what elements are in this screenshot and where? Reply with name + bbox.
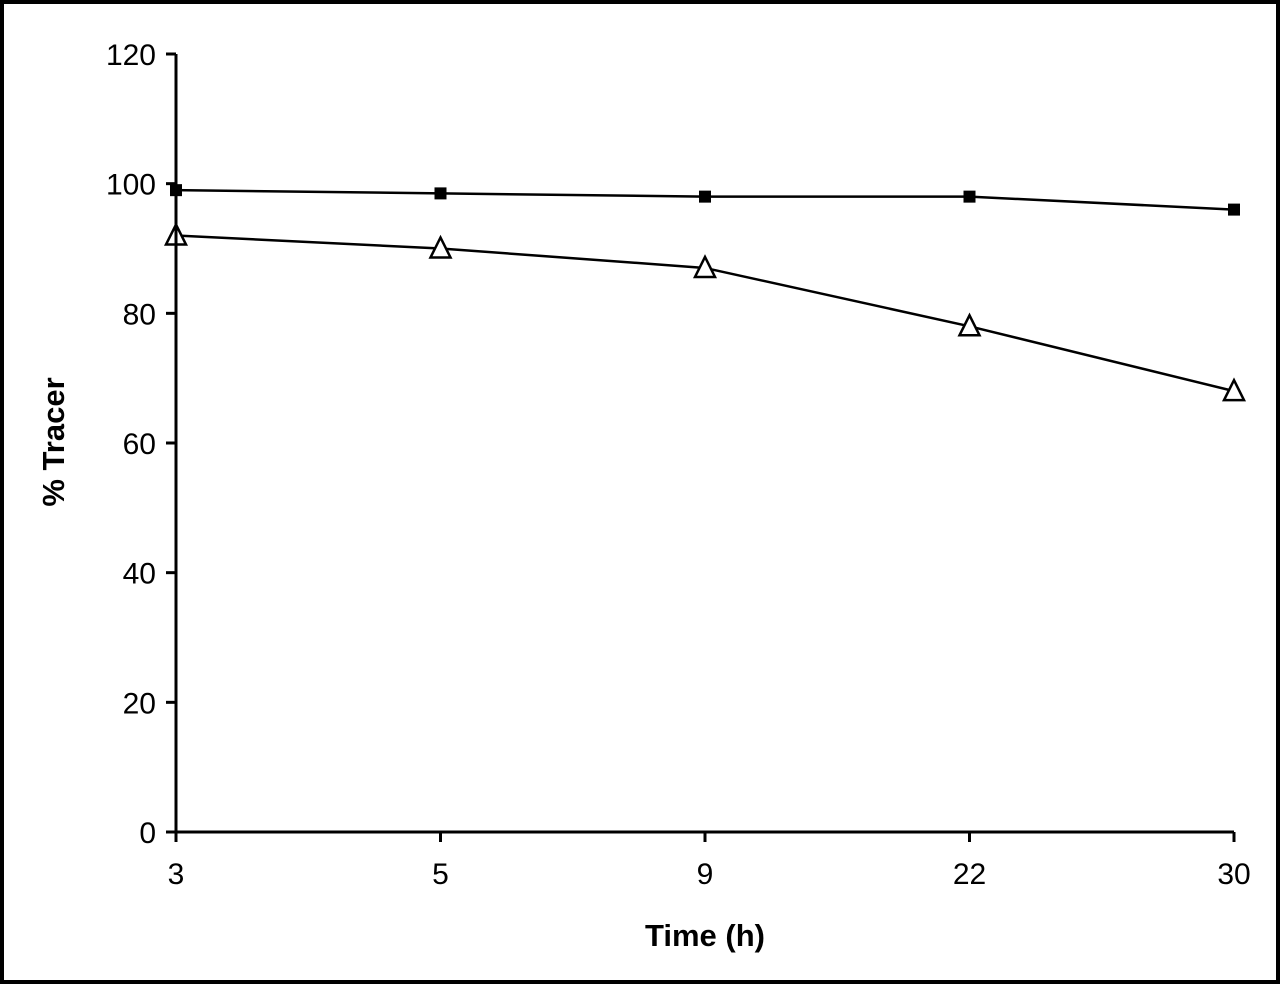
- y-axis-ticks: 0 20 40 60 80 100 120: [106, 39, 176, 850]
- triangle-marker: [692, 254, 718, 279]
- square-marker: [963, 190, 976, 203]
- x-axis-title: Time (h): [645, 918, 765, 953]
- square-marker: [1228, 203, 1240, 216]
- y-tick-label: 80: [123, 298, 156, 331]
- x-axis-ticks: 3 5 9 22 30: [168, 832, 1251, 891]
- y-tick-label: 120: [106, 39, 156, 72]
- x-tick-label: 3: [168, 858, 185, 891]
- y-tick-label: 20: [123, 687, 156, 720]
- triangle-marker: [1221, 377, 1247, 402]
- x-tick-label: 22: [953, 858, 986, 891]
- line-chart: 0 20 40 60 80 100 120 3 5 9 22 30 Time (h) % Trace…: [36, 39, 1251, 953]
- triangle-marker: [428, 234, 453, 259]
- x-tick-label: 5: [432, 858, 449, 891]
- series-markers: [163, 184, 1247, 402]
- y-axis-title: % Tracer: [36, 377, 71, 506]
- y-tick-label: 0: [139, 817, 156, 850]
- series-lines: [175, 188, 1235, 393]
- y-tick-label: 100: [106, 169, 156, 202]
- square-marker: [434, 187, 447, 200]
- y-tick-label: 60: [123, 428, 156, 461]
- y-tick-label: 40: [123, 558, 156, 591]
- x-tick-label: 9: [697, 858, 714, 891]
- square-marker: [699, 190, 711, 203]
- triangle-marker: [957, 312, 982, 337]
- x-tick-label: 30: [1217, 858, 1250, 891]
